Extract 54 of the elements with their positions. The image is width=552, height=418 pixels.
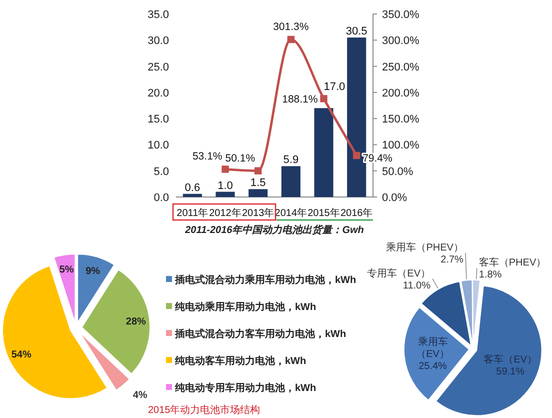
data-label: 5.9 [283, 154, 299, 166]
y-tick-label: 25.0 [148, 61, 169, 74]
data-label: 50.1% [225, 152, 256, 164]
data-label: 59.1% [496, 366, 525, 378]
slice-label: 专用车（EV） [367, 267, 430, 280]
y-tick-label: 10.0 [148, 140, 169, 152]
y2-tick-label: 100.0% [382, 140, 420, 152]
data-label: 5% [59, 264, 74, 276]
data-label: 1.0 [218, 180, 233, 192]
slice-label: 乘用车（PHEV） [386, 241, 464, 254]
data-label: 28% [126, 316, 146, 328]
y2-tick-label: 350.0% [382, 9, 420, 21]
data-label: 0.6 [184, 182, 200, 194]
y2-tick-label: 200.0% [382, 87, 420, 100]
y-tick-label: 20.0 [148, 87, 169, 100]
text: 2011-2016年中国动力电池出货量：Gwh [184, 224, 364, 236]
y2-tick-label: 50.0% [382, 166, 414, 178]
data-label: 30.5 [346, 26, 368, 38]
legend-label: 纯电动专用车用动力电池，kWh [175, 383, 316, 394]
data-label: 54% [11, 350, 32, 361]
x-tick-label: 2013年 [242, 207, 274, 219]
legend-label: 插电式混合动力乘用车用动力电池，kWh [175, 275, 356, 286]
slice-label: 乘用车（EV） [416, 336, 450, 360]
y2-tick-label: 0.0% [382, 192, 408, 204]
data-label: 9% [86, 266, 100, 277]
text: 2015年动力电池市场结构 [148, 404, 260, 416]
x-tick-label: 2015年 [308, 207, 340, 219]
data-label: 1.8% [478, 270, 502, 281]
y-tick-label: 35.0 [148, 9, 169, 21]
y-tick-label: 5.0 [154, 166, 169, 178]
data-label: 11.0% [402, 280, 431, 292]
data-label: 25.4% [418, 360, 448, 372]
legend-label: 纯电动乘用车用动力电池，kWh [175, 302, 316, 313]
y2-tick-label: 150.0% [382, 114, 420, 126]
slice-label: 客车（EV） [484, 353, 538, 366]
legend-label: 纯电动客车用动力电池，kWh [175, 356, 306, 367]
x-tick-label: 2011年 [176, 207, 208, 219]
slice-label: 客车（PHEV） [478, 256, 546, 269]
data-label: 188.1% [282, 94, 318, 106]
y-tick-label: 15.0 [148, 114, 169, 126]
x-tick-label: 2012年 [209, 207, 242, 219]
x-tick-label: 2016年 [340, 207, 373, 219]
y2-tick-label: 250.0% [382, 61, 420, 74]
data-label: 4% [132, 390, 148, 401]
x-tick-label: 2014年 [274, 207, 308, 219]
y-tick-label: 30.0 [148, 35, 169, 48]
data-label: 17.0 [324, 81, 346, 94]
data-label: 2.7% [440, 254, 464, 266]
y2-tick-label: 300.0% [382, 35, 420, 48]
legend-label: 插电式混合动力客车用动力电池，kWh [175, 329, 346, 340]
data-label: 301.3% [273, 20, 309, 33]
data-label: 1.5 [250, 177, 266, 190]
data-label: 53.1% [192, 150, 222, 163]
y-tick-label: 0.0 [154, 192, 169, 204]
